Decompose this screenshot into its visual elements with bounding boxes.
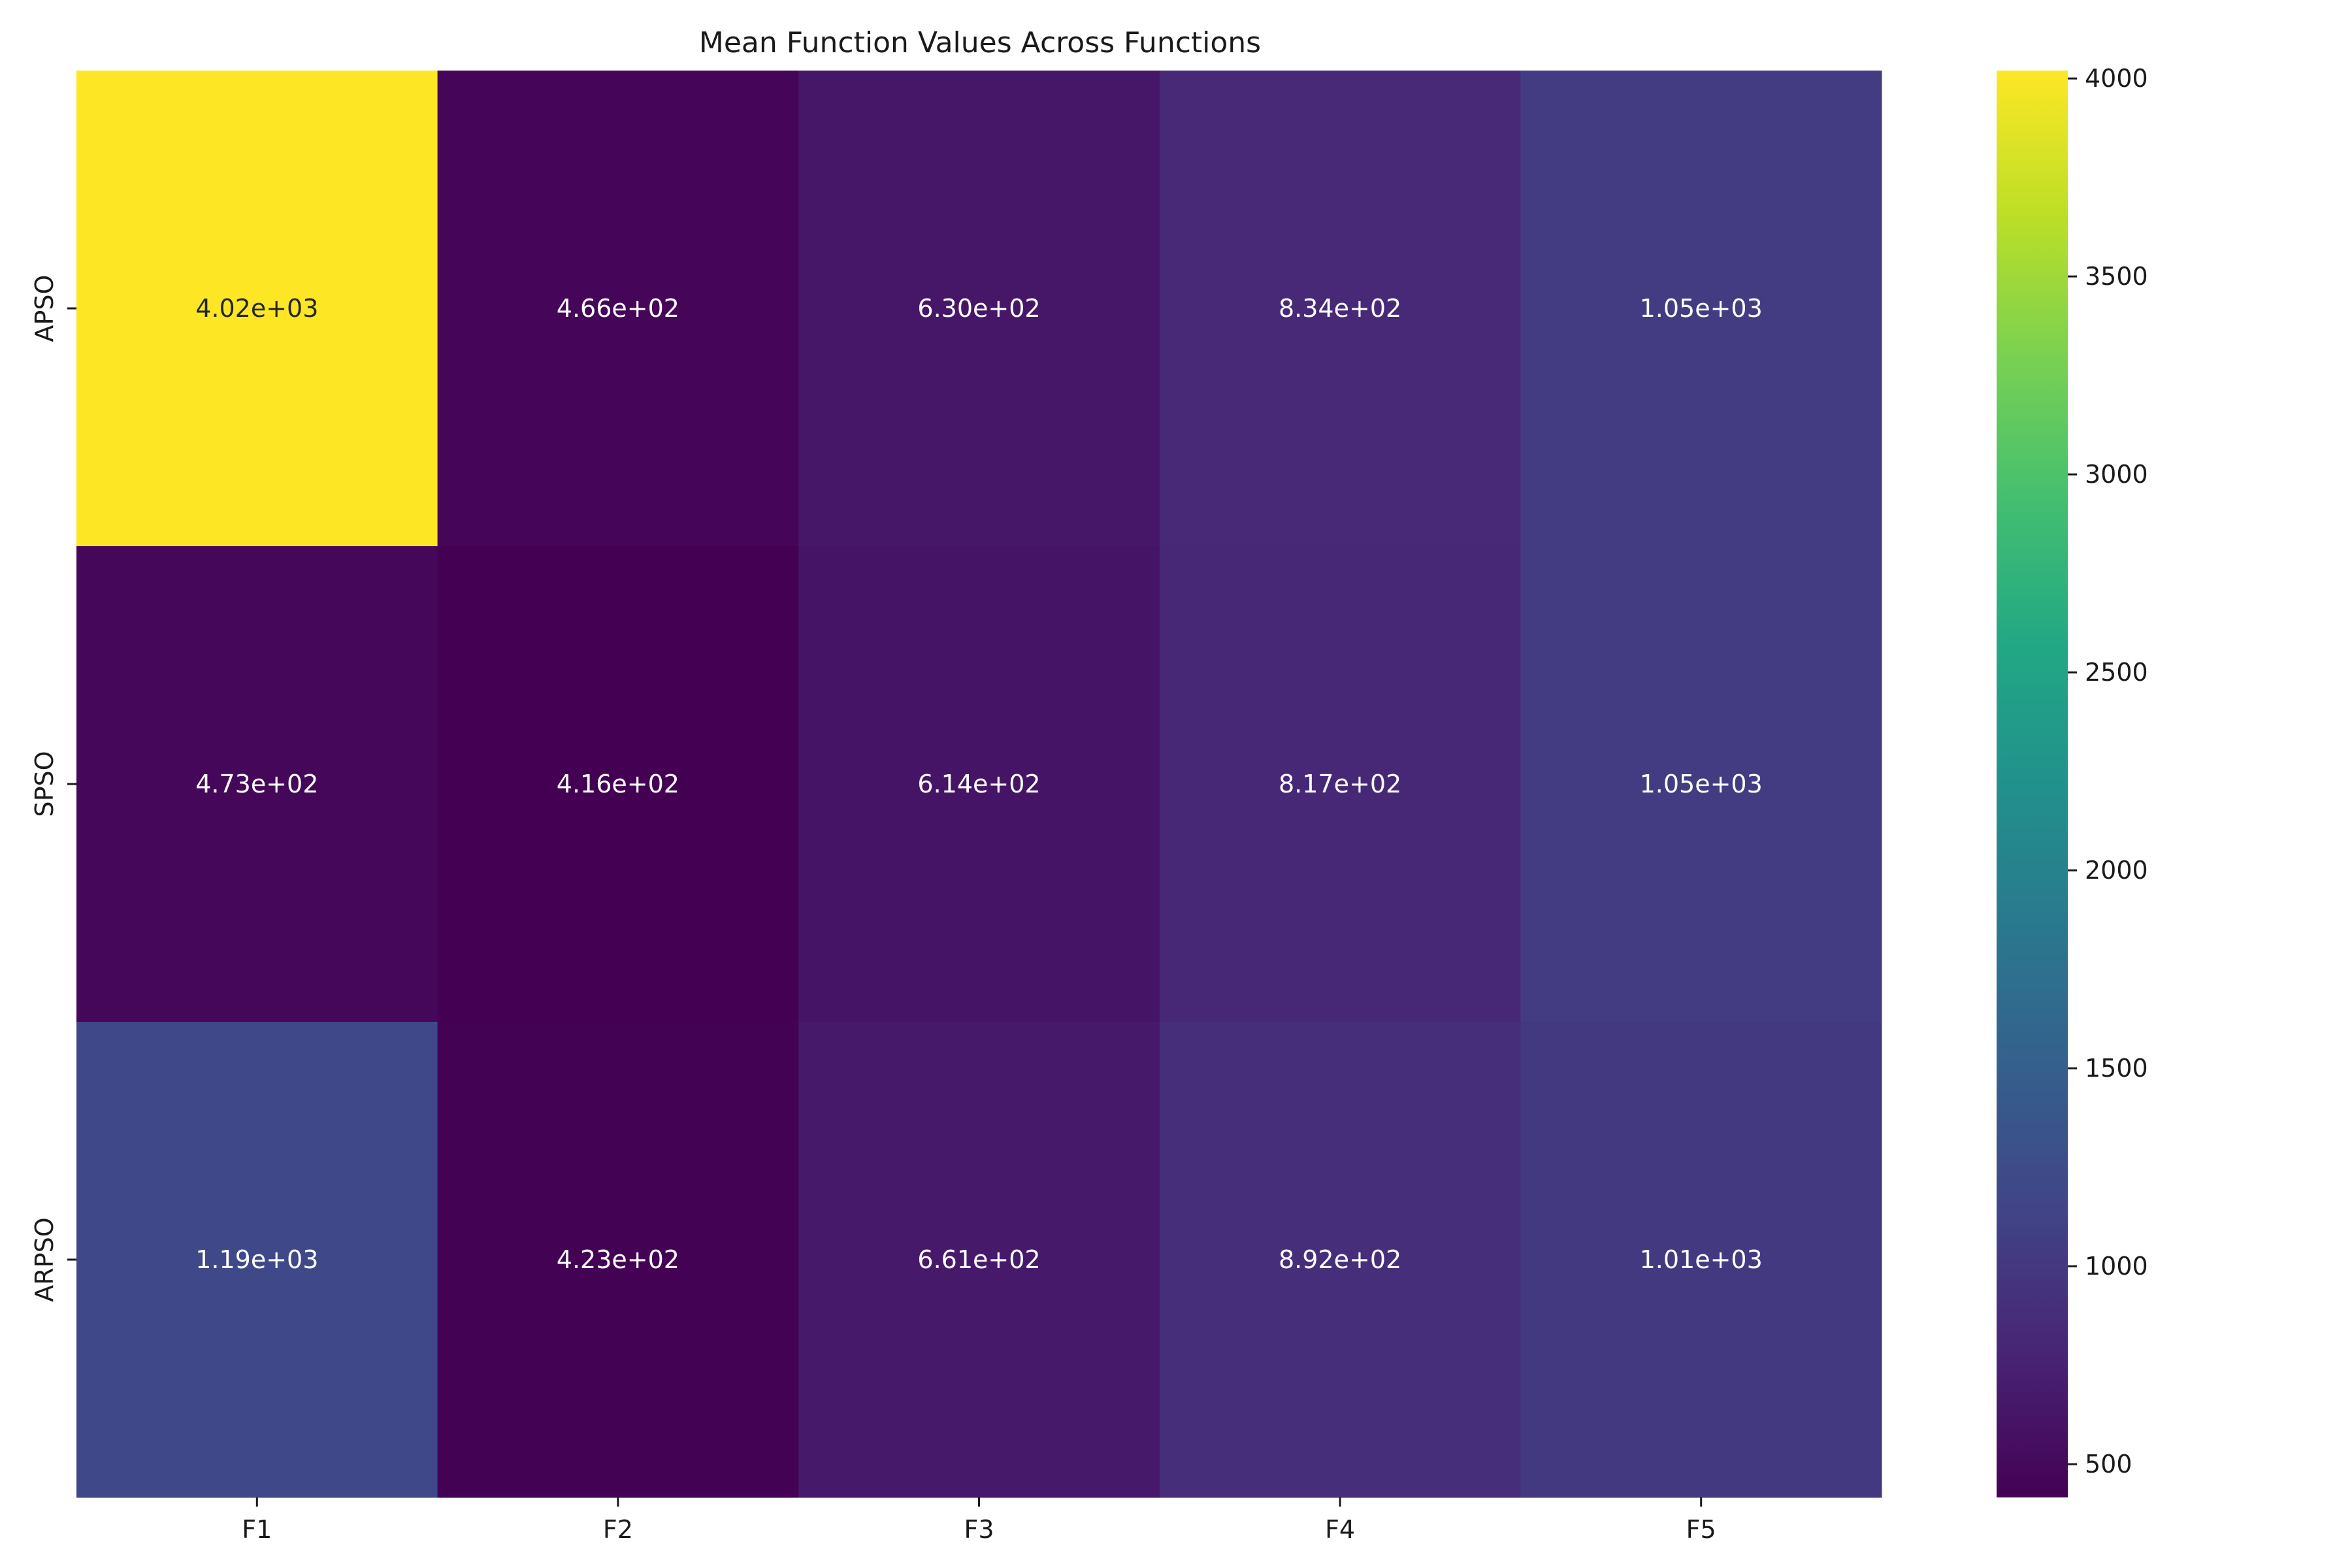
cell-value-label: 4.02e+03 bbox=[195, 294, 318, 323]
colorbar-tick-label: 2000 bbox=[2085, 856, 2148, 885]
colorbar-tick-label: 3500 bbox=[2085, 262, 2148, 291]
heatmap-cell-labels: 4.02e+03 4.66e+02 6.30e+02 8.34e+02 1.05e+03… bbox=[195, 294, 1763, 1274]
y-tick-label: SPSO bbox=[30, 751, 59, 817]
heatmap-cell bbox=[798, 1022, 1160, 1498]
heatmap-cell bbox=[76, 1022, 438, 1498]
colorbar-tick-label: 2500 bbox=[2085, 658, 2148, 687]
colorbar: 500 1000 1500 2000 2500 3000 3500 4000 bbox=[1997, 64, 2148, 1497]
colorbar-gradient bbox=[1997, 71, 2068, 1497]
heatmap-cell bbox=[1520, 1022, 1882, 1498]
y-axis: APSO SPSO ARPSO bbox=[30, 275, 76, 1302]
cell-value-label: 6.14e+02 bbox=[917, 770, 1040, 798]
y-tick-label: APSO bbox=[30, 275, 59, 342]
heatmap-cell bbox=[1159, 546, 1521, 1022]
heatmap-cell bbox=[798, 546, 1160, 1022]
cell-value-label: 8.34e+02 bbox=[1279, 294, 1401, 323]
cell-value-label: 6.30e+02 bbox=[917, 294, 1040, 323]
colorbar-tick-label: 1000 bbox=[2085, 1252, 2148, 1281]
x-axis: F1 F2 F3 F4 F5 bbox=[242, 1497, 1716, 1544]
chart-title: Mean Function Values Across Functions bbox=[699, 26, 1261, 59]
cell-value-label: 1.05e+03 bbox=[1640, 770, 1763, 798]
heatmap-cell bbox=[798, 71, 1160, 547]
x-tick-label: F5 bbox=[1686, 1515, 1716, 1544]
cell-value-label: 4.16e+02 bbox=[557, 770, 679, 798]
x-tick-label: F1 bbox=[242, 1515, 272, 1544]
colorbar-tick-label: 3000 bbox=[2085, 460, 2148, 489]
cell-value-label: 6.61e+02 bbox=[917, 1245, 1040, 1274]
heatmap-cell bbox=[1159, 1022, 1521, 1498]
cell-value-label: 1.05e+03 bbox=[1640, 294, 1763, 323]
cell-value-label: 4.73e+02 bbox=[195, 770, 318, 798]
cell-value-label: 8.17e+02 bbox=[1279, 770, 1401, 798]
heatmap-cell bbox=[76, 546, 438, 1022]
x-tick-label: F2 bbox=[603, 1515, 633, 1544]
cell-value-label: 1.01e+03 bbox=[1640, 1245, 1763, 1274]
heatmap-cell bbox=[437, 1022, 799, 1498]
heatmap-cell bbox=[1520, 546, 1882, 1022]
heatmap-cell bbox=[1159, 71, 1521, 547]
x-tick-label: F3 bbox=[964, 1515, 994, 1544]
colorbar-tick-label: 500 bbox=[2085, 1450, 2132, 1478]
cell-value-label: 8.92e+02 bbox=[1279, 1245, 1401, 1274]
heatmap-cell bbox=[1520, 71, 1882, 547]
cell-value-label: 4.66e+02 bbox=[557, 294, 679, 323]
heatmap-cells bbox=[76, 71, 1882, 1498]
colorbar-tick-label: 1500 bbox=[2085, 1054, 2148, 1083]
heatmap-cell bbox=[437, 71, 799, 547]
heatmap-cell bbox=[76, 71, 438, 547]
x-tick-label: F4 bbox=[1325, 1515, 1355, 1544]
cell-value-label: 1.19e+03 bbox=[195, 1245, 318, 1274]
colorbar-tick-label: 4000 bbox=[2085, 64, 2148, 93]
heatmap-cell bbox=[437, 546, 799, 1022]
y-tick-label: ARPSO bbox=[30, 1217, 59, 1301]
cell-value-label: 4.23e+02 bbox=[557, 1245, 679, 1274]
